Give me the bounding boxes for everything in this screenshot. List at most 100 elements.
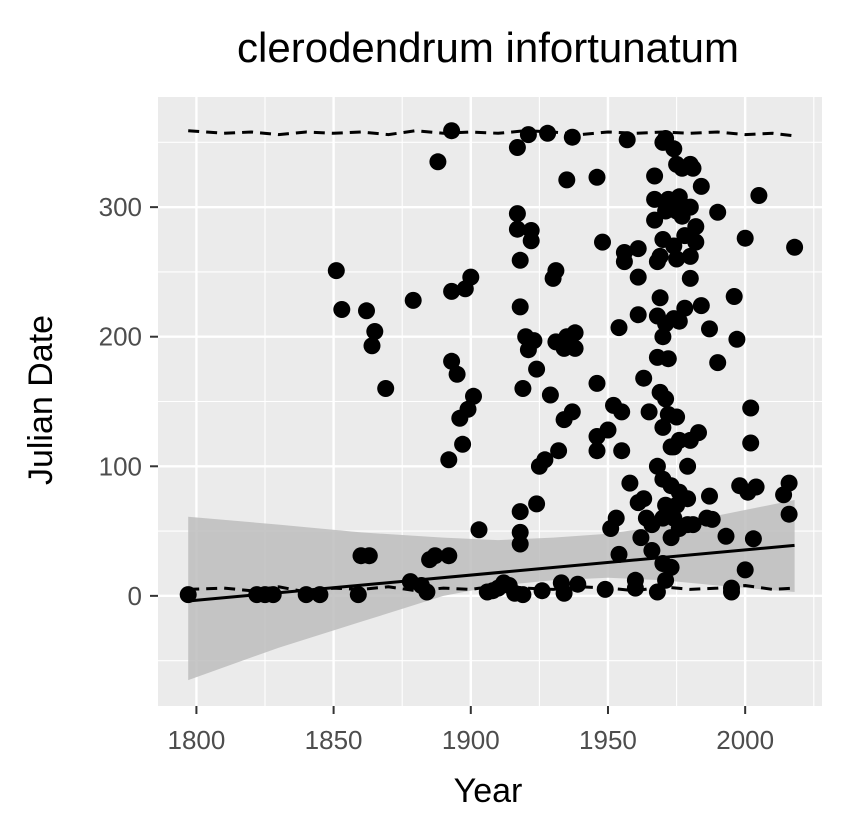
data-point (511, 298, 529, 316)
data-point (684, 159, 702, 177)
data-point (668, 408, 686, 426)
y-tick-label: 0 (128, 581, 142, 611)
data-point (443, 282, 461, 300)
data-point (681, 269, 699, 287)
data-point (780, 474, 798, 492)
data-point (635, 490, 653, 508)
data-point (635, 369, 653, 387)
data-point (607, 509, 625, 527)
data-point (646, 167, 664, 185)
data-point (657, 390, 675, 408)
data-point (621, 474, 639, 492)
data-point (629, 268, 647, 286)
data-point (615, 253, 633, 271)
data-point (448, 365, 466, 383)
data-point (610, 545, 628, 563)
data-point (665, 237, 683, 255)
data-point (440, 547, 458, 565)
data-point (566, 324, 584, 342)
data-point (596, 580, 614, 598)
data-point (514, 586, 532, 604)
data-point (550, 442, 568, 460)
data-point (780, 505, 798, 523)
data-point (750, 187, 768, 204)
data-point (670, 312, 688, 330)
data-point (736, 229, 754, 247)
data-point (599, 421, 617, 439)
data-point (742, 399, 760, 417)
data-point (690, 424, 707, 442)
x-axis-title: Year (454, 772, 523, 810)
data-point (594, 233, 611, 251)
data-point (736, 561, 754, 579)
data-point (651, 247, 669, 265)
data-point (629, 240, 647, 258)
data-point (786, 238, 804, 256)
data-point (643, 542, 661, 559)
data-point (723, 579, 740, 597)
data-point (264, 586, 282, 604)
data-point (511, 535, 529, 553)
data-point (547, 262, 565, 280)
data-point (646, 190, 664, 208)
data-point (541, 386, 559, 404)
x-tick-label: 1800 (167, 725, 225, 755)
data-point (563, 128, 581, 146)
data-point (443, 122, 461, 140)
data-point (681, 198, 699, 216)
x-tick-label: 1950 (579, 725, 637, 755)
data-point (418, 583, 436, 601)
data-point (692, 297, 710, 315)
data-point (668, 250, 686, 268)
data-point (629, 306, 647, 324)
data-point (508, 139, 526, 156)
data-point (687, 233, 705, 251)
data-point (522, 222, 540, 239)
data-point (555, 584, 573, 602)
data-point (528, 495, 546, 513)
data-point (725, 288, 743, 305)
data-point (377, 380, 395, 397)
data-point (514, 380, 532, 397)
data-point (662, 558, 680, 576)
data-point (728, 330, 746, 348)
data-point (179, 586, 197, 604)
y-axis-title: Julian Date (22, 315, 60, 485)
data-point (618, 131, 636, 149)
data-point (701, 320, 718, 338)
data-point (360, 547, 378, 565)
x-axis: 1800 1850 1900 1950 2000 (167, 706, 774, 755)
y-tick-label: 100 (99, 451, 142, 481)
data-point (563, 403, 581, 421)
data-point (558, 171, 576, 189)
data-point (462, 268, 480, 286)
upper-quantile-line (188, 129, 795, 138)
data-point (366, 323, 384, 340)
data-point (465, 387, 482, 405)
data-point (569, 575, 587, 593)
data-point (709, 354, 727, 372)
data-point (539, 124, 557, 142)
data-point (701, 487, 718, 505)
data-point (536, 451, 554, 469)
data-point (654, 328, 672, 346)
data-point (566, 339, 584, 357)
data-point (742, 434, 760, 452)
data-point (459, 400, 477, 418)
data-point (687, 218, 705, 236)
data-point (440, 451, 458, 469)
data-point (679, 457, 697, 475)
data-point (454, 435, 472, 453)
data-point (511, 251, 529, 269)
data-point (588, 168, 606, 186)
data-point (640, 403, 658, 421)
data-point (429, 153, 447, 171)
data-point (657, 571, 675, 589)
data-point (528, 360, 546, 378)
data-point (747, 478, 765, 496)
data-point (613, 442, 631, 460)
data-point (525, 332, 543, 350)
data-point (519, 126, 537, 144)
data-point (511, 503, 529, 521)
data-point (681, 247, 699, 265)
